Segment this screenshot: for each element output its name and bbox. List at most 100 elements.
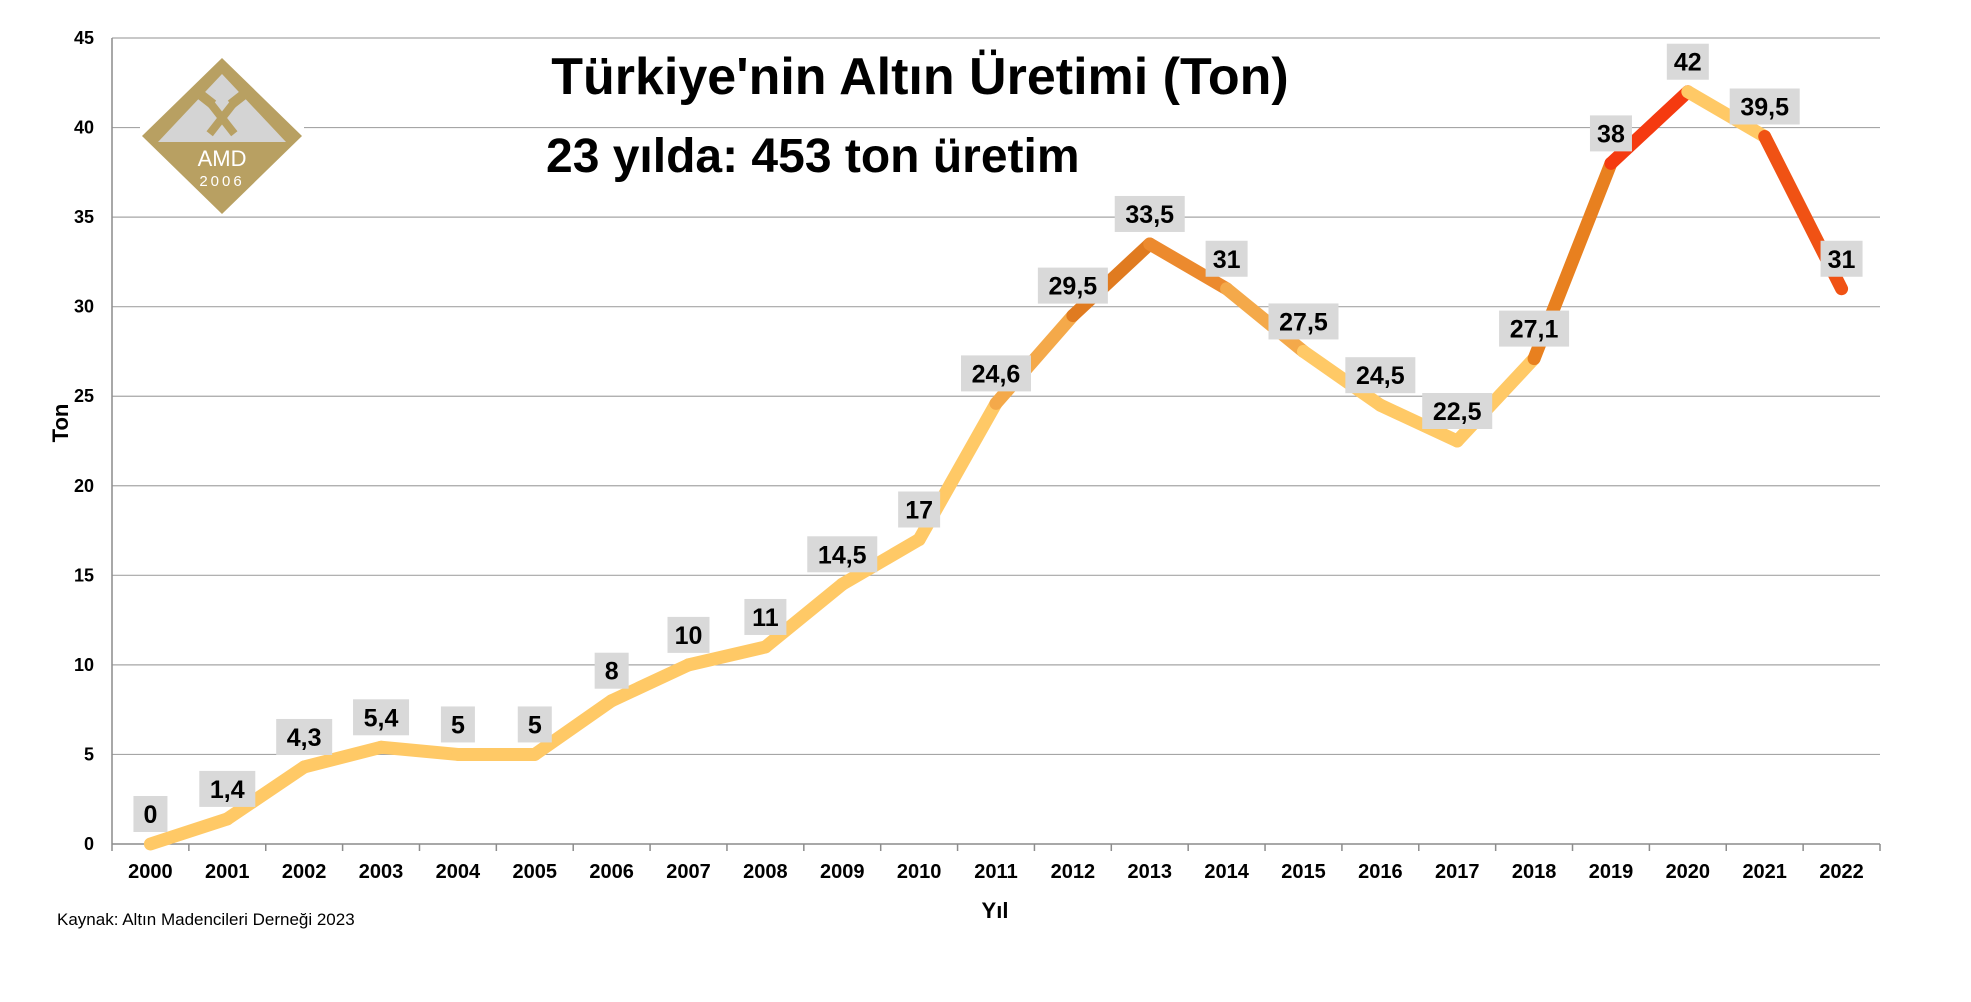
data-label-text: 24,6 [972, 360, 1021, 388]
data-label-box [1666, 43, 1709, 80]
data-label: 27,1 [1499, 310, 1570, 347]
line-segment [528, 694, 619, 761]
line-segment [1066, 237, 1157, 323]
data-label-box [1729, 88, 1800, 125]
line-segment [1681, 85, 1772, 144]
data-label-box [898, 491, 941, 528]
x-tick-label: 2010 [897, 861, 942, 883]
line-segment [1296, 344, 1387, 412]
data-label: 14,5 [807, 536, 878, 573]
data-label-box [1114, 195, 1185, 232]
line-segment [835, 533, 926, 591]
data-label: 17 [898, 491, 941, 528]
x-tick-label: 2002 [282, 861, 327, 883]
y-tick-label: 20 [74, 476, 94, 496]
series-line [143, 85, 1849, 851]
data-label-text: 14,5 [818, 541, 867, 569]
data-label: 1,4 [199, 770, 256, 807]
x-tick-label: 2005 [513, 861, 558, 883]
x-tick-label: 2008 [743, 861, 788, 883]
x-tick-label: 2018 [1512, 861, 1557, 883]
data-label-box [1268, 303, 1339, 340]
y-tick-label: 35 [74, 207, 94, 227]
y-tick-label: 10 [74, 655, 94, 675]
data-label-text: 31 [1213, 246, 1241, 274]
chart-title: Türkiye'nin Altın Üretimi (Ton) [551, 48, 1288, 106]
logo-inner-triangle [158, 74, 286, 142]
x-tick-label: 2014 [1204, 861, 1249, 883]
chart-subtitle: 23 yılda: 453 ton üretim [546, 130, 1080, 183]
data-label-box [667, 616, 710, 653]
data-label-box [744, 598, 787, 635]
data-label: 5,4 [353, 699, 410, 736]
line-segment [1604, 85, 1695, 170]
data-label: 39,5 [1729, 88, 1800, 125]
x-tick-label: 2016 [1358, 861, 1403, 883]
data-label-text: 33,5 [1125, 201, 1174, 229]
y-tick-label: 40 [74, 118, 94, 138]
x-tick-label: 2020 [1666, 861, 1711, 883]
x-tick-label: 2019 [1589, 861, 1634, 883]
data-label: 8 [594, 652, 629, 689]
line-segment [374, 740, 465, 761]
data-label: 0 [133, 796, 168, 832]
data-label-text: 10 [675, 622, 703, 650]
data-label-text: 24,5 [1356, 362, 1405, 390]
data-labels: 0 1,4 4,3 5,4 5 5 8 10 11 14,5 17 24,6 29,5 33,5 31 27,… [133, 43, 1863, 832]
data-label: 10 [667, 616, 710, 653]
data-label-text: 5,4 [364, 704, 399, 732]
logo-text: AMD [198, 146, 247, 171]
data-label-box [807, 536, 878, 573]
data-label-box [1820, 240, 1863, 277]
y-axis: 0 5 10 15 20 25 30 35 40 45 [74, 28, 113, 854]
data-label-text: 4,3 [287, 724, 322, 752]
line-segment [758, 577, 849, 654]
data-label-text: 5 [451, 711, 465, 739]
x-tick-label: 2007 [666, 861, 711, 883]
data-label-box [1589, 115, 1632, 152]
data-label: 5 [517, 706, 552, 743]
data-label-text: 42 [1674, 49, 1702, 77]
x-tick-label: 2009 [820, 861, 865, 883]
y-tick-label: 0 [84, 834, 94, 854]
data-label-text: 29,5 [1049, 273, 1098, 301]
x-tick-label: 2004 [436, 861, 481, 883]
x-tick-label: 2022 [1819, 861, 1864, 883]
data-label: 5 [440, 706, 475, 743]
data-label-text: 27,5 [1279, 308, 1328, 336]
source-note: Kaynak: Altın Madencileri Derneği 2023 [57, 910, 355, 929]
data-label: 31 [1820, 240, 1863, 277]
x-axis-title: Yıl [982, 898, 1009, 923]
data-label-box [594, 652, 629, 689]
x-tick-label: 2011 [974, 861, 1017, 883]
x-tick-label: 2001 [205, 861, 250, 883]
line-segment [1220, 282, 1310, 358]
data-label: 4,3 [276, 718, 333, 755]
x-tick-label: 2017 [1435, 861, 1480, 883]
data-label-text: 22,5 [1433, 398, 1482, 426]
data-label-box [1205, 240, 1248, 277]
logo-year: 2006 [199, 173, 244, 190]
x-tick-label: 2021 [1742, 861, 1787, 883]
data-label: 27,5 [1268, 303, 1339, 340]
data-label: 29,5 [1037, 267, 1108, 304]
y-axis-title: Ton [48, 404, 73, 443]
line-segment [605, 658, 696, 708]
line-segment [297, 740, 388, 774]
y-tick-label: 30 [74, 297, 94, 317]
x-tick-label: 2012 [1051, 861, 1096, 883]
x-tick-label: 2013 [1127, 861, 1172, 883]
data-label: 24,6 [961, 355, 1031, 392]
amd-logo: AMD 2006 [140, 48, 304, 214]
crossed-hammers-icon [195, 89, 249, 137]
data-label-text: 8 [605, 658, 619, 686]
data-label-box [199, 770, 256, 807]
data-label-box [517, 706, 552, 743]
y-tick-label: 5 [84, 744, 94, 764]
data-label-text: 27,1 [1510, 316, 1559, 344]
data-label-box [1422, 393, 1493, 429]
line-segment [1143, 237, 1234, 296]
data-label-text: 39,5 [1740, 94, 1789, 122]
data-label: 24,5 [1345, 357, 1416, 394]
